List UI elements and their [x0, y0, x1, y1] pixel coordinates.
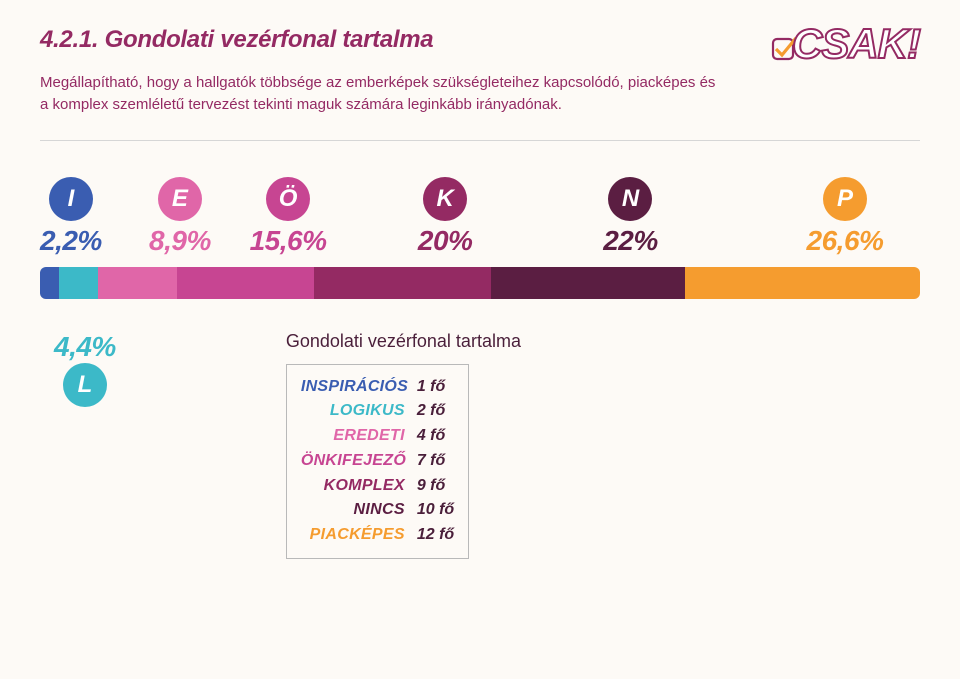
bar-segment-L	[59, 267, 98, 299]
legend-value-O: 7 fő	[417, 449, 445, 474]
legend-title: Gondolati vezérfonal tartalma	[286, 331, 521, 352]
category-badge-extra: 4,4%L	[54, 331, 116, 411]
legend-value-I: 1 fő	[417, 375, 445, 400]
legend-row-N: NINCS 10 fő	[301, 498, 454, 523]
legend-value-N: 10 fő	[417, 498, 454, 523]
category-badge-E: E 8,9%	[149, 177, 211, 257]
stacked-bar-chart	[40, 267, 920, 299]
legend-label-P: PIACKÉPES	[301, 523, 405, 548]
legend: Gondolati vezérfonal tartalma INSPIRÁCIÓ…	[286, 331, 521, 560]
category-letter-K: K	[423, 177, 467, 221]
category-percent-K: 20%	[418, 225, 473, 257]
legend-label-E: EREDETI	[301, 424, 405, 449]
category-letter-P: P	[823, 177, 867, 221]
category-percent-P: 26,6%	[807, 225, 884, 257]
category-percent-O: 15,6%	[250, 225, 327, 257]
legend-value-L: 2 fő	[417, 399, 445, 424]
legend-row-P: PIACKÉPES 12 fő	[301, 523, 454, 548]
legend-table: INSPIRÁCIÓS1 főLOGIKUS2 főEREDETI4 főÖNK…	[286, 364, 469, 560]
section-divider	[40, 140, 920, 141]
category-percent-L: 4,4%	[54, 331, 116, 363]
legend-row-L: LOGIKUS 2 fő	[301, 399, 454, 424]
legend-row-K: KOMPLEX 9 fő	[301, 474, 454, 499]
category-percent-E: 8,9%	[149, 225, 211, 257]
bar-segment-I	[40, 267, 59, 299]
legend-label-O: ÖNKIFEJEZŐ	[301, 449, 405, 474]
legend-value-K: 9 fő	[417, 474, 445, 499]
bar-segment-K	[314, 267, 491, 299]
category-badge-I: I 2,2%	[40, 177, 102, 257]
category-letter-O: Ö	[266, 177, 310, 221]
category-badge-P: P 26,6%	[807, 177, 884, 257]
category-letter-E: E	[158, 177, 202, 221]
legend-row-I: INSPIRÁCIÓS 1 fő	[301, 375, 454, 400]
page-title: 4.2.1. Gondolati vezérfonal tartalma	[40, 26, 720, 54]
category-badge-O: Ö 15,6%	[250, 177, 327, 257]
category-letter-N: N	[608, 177, 652, 221]
category-letter-I: I	[49, 177, 93, 221]
brand-logo-text: CSAK!	[792, 20, 920, 67]
brand-logo: CSAK!	[792, 20, 920, 68]
bar-segment-E	[98, 267, 177, 299]
category-badge-K: K 20%	[418, 177, 473, 257]
bar-segment-P	[685, 267, 920, 299]
legend-value-P: 12 fő	[417, 523, 454, 548]
bar-segment-O	[177, 267, 315, 299]
legend-label-K: KOMPLEX	[301, 474, 405, 499]
legend-label-L: LOGIKUS	[301, 399, 405, 424]
category-percent-N: 22%	[603, 225, 658, 257]
category-letter-L: L	[63, 363, 107, 407]
page-description: Megállapítható, hogy a hallgatók többség…	[40, 72, 720, 116]
legend-row-E: EREDETI 4 fő	[301, 424, 454, 449]
legend-label-I: INSPIRÁCIÓS	[301, 375, 405, 400]
legend-row-O: ÖNKIFEJEZŐ 7 fő	[301, 449, 454, 474]
legend-label-N: NINCS	[301, 498, 405, 523]
bar-segment-N	[491, 267, 685, 299]
category-badges-row: I 2,2% E 8,9% Ö 15,6% K 20% N 22% P 26,6%	[40, 177, 920, 257]
category-badge-N: N 22%	[603, 177, 658, 257]
category-percent-I: 2,2%	[40, 225, 102, 257]
legend-value-E: 4 fő	[417, 424, 445, 449]
